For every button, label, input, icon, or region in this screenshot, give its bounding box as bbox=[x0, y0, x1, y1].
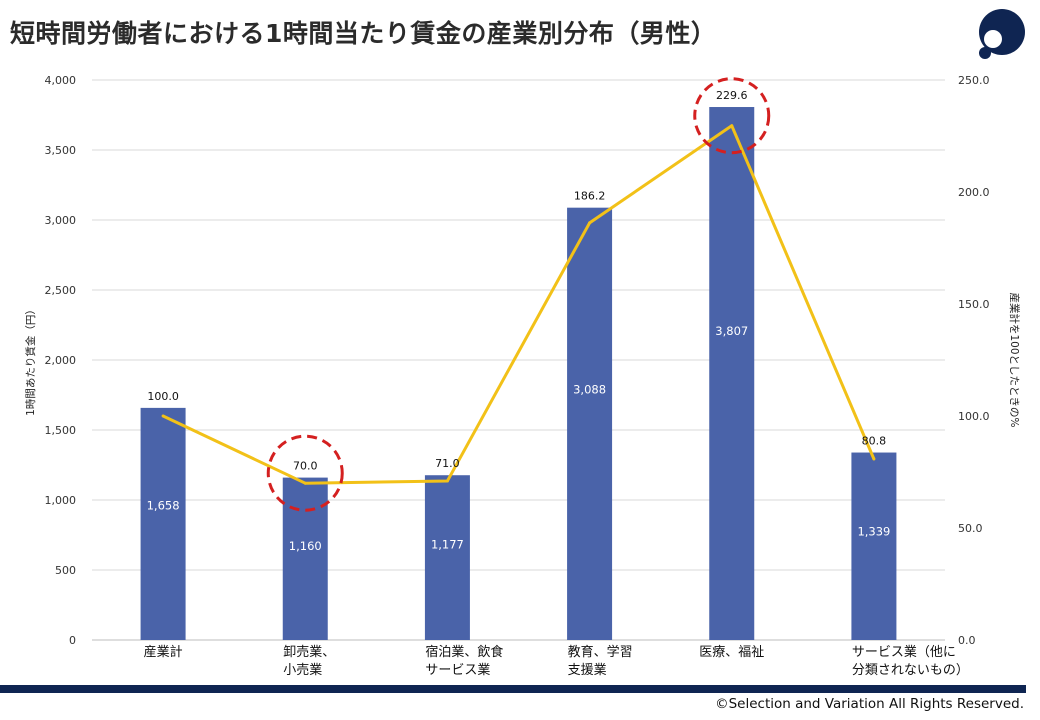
category-label: 医療、福祉 bbox=[699, 645, 764, 660]
line-value-label: 80.8 bbox=[862, 435, 887, 448]
category-label: サービス業 bbox=[425, 662, 490, 678]
line-value-label: 229.6 bbox=[716, 89, 748, 102]
line-value-label: 71.0 bbox=[435, 457, 460, 470]
highlight-circle bbox=[693, 77, 771, 155]
bar-value-label: 3,088 bbox=[573, 382, 606, 396]
bar-value-label: 3,807 bbox=[715, 324, 748, 338]
y-tick-label: 3,000 bbox=[45, 214, 77, 227]
y-tick-label: 1,000 bbox=[45, 494, 77, 507]
ratio-line bbox=[162, 124, 876, 485]
y-tick-label: 4,000 bbox=[45, 74, 77, 87]
line-value-label: 70.0 bbox=[293, 460, 318, 473]
line-data-labels: 100.0 70.0 71.0 186.2 229.6 80.8 bbox=[147, 89, 886, 473]
line-point bbox=[588, 221, 592, 225]
y2-tick-label: 150.0 bbox=[958, 298, 990, 311]
bar-value-label: 1,160 bbox=[289, 539, 322, 553]
y-axis-title: 1時間あたり賃金（円） bbox=[24, 304, 37, 416]
page-title: 短時間労働者における1時間当たり賃金の産業別分布（男性） bbox=[10, 19, 717, 48]
y-tick-label: 2,500 bbox=[45, 284, 77, 297]
y-tick-label: 1,500 bbox=[45, 424, 77, 437]
category-label: 支援業 bbox=[568, 662, 607, 678]
line-point bbox=[445, 479, 449, 483]
line-value-label: 100.0 bbox=[147, 390, 179, 403]
y2-tick-label: 100.0 bbox=[958, 410, 990, 423]
footer-bar bbox=[0, 685, 1026, 693]
bar bbox=[140, 407, 186, 640]
y2-tick-label: 50.0 bbox=[958, 522, 983, 535]
category-label: 宿泊業、飲食 bbox=[425, 644, 503, 660]
line-point bbox=[303, 481, 307, 485]
category-label: 分類されないもの） bbox=[852, 663, 969, 678]
line-point bbox=[730, 124, 734, 128]
highlight-circles bbox=[266, 77, 771, 512]
line-point bbox=[161, 414, 165, 418]
y2-tick-label: 250.0 bbox=[958, 74, 990, 87]
bar-value-label: 1,339 bbox=[857, 524, 890, 538]
company-logo bbox=[979, 9, 1025, 59]
y-tick-label: 0 bbox=[69, 634, 76, 647]
bar-value-label: 1,658 bbox=[147, 498, 180, 512]
bar bbox=[424, 475, 470, 640]
y-tick-label: 3,500 bbox=[45, 144, 77, 157]
category-label: 小売業 bbox=[283, 662, 322, 678]
highlight-circle bbox=[266, 434, 344, 512]
gridlines bbox=[92, 79, 945, 641]
y-tick-label: 500 bbox=[55, 564, 76, 577]
category-label: 卸売業、 bbox=[283, 644, 335, 660]
category-label: 教育、学習 bbox=[568, 644, 633, 660]
right-axis-ticks: 0.0 50.0 100.0 150.0 200.0 250.0 bbox=[958, 74, 990, 647]
category-label: 産業計 bbox=[144, 644, 183, 660]
bar-data-labels: 1,658 1,160 1,177 3,088 3,807 1,339 bbox=[147, 324, 891, 553]
bar-series bbox=[140, 107, 897, 640]
bar bbox=[567, 207, 613, 640]
y-tick-label: 2,000 bbox=[45, 354, 77, 367]
line-series bbox=[161, 124, 876, 485]
line-value-label: 186.2 bbox=[574, 190, 606, 203]
bar bbox=[709, 107, 755, 640]
bar bbox=[282, 477, 328, 640]
bar-value-label: 1,177 bbox=[431, 537, 464, 551]
y2-tick-label: 0.0 bbox=[958, 634, 976, 647]
left-axis-ticks: 0 500 1,000 1,500 2,000 2,500 3,000 3,500 4,000 bbox=[45, 74, 77, 647]
copyright-text: ©Selection and Variation All Rights Rese… bbox=[715, 696, 1024, 712]
category-label: サービス業（他に bbox=[852, 644, 956, 660]
y2-tick-label: 200.0 bbox=[958, 186, 990, 199]
bar bbox=[851, 452, 897, 640]
line-point bbox=[872, 457, 876, 461]
chart: 05001,0001,5002,0002,5003,0003,5004,000 … bbox=[24, 74, 1021, 678]
y2-axis-title: 産業計を100としたときの% bbox=[1008, 292, 1021, 427]
